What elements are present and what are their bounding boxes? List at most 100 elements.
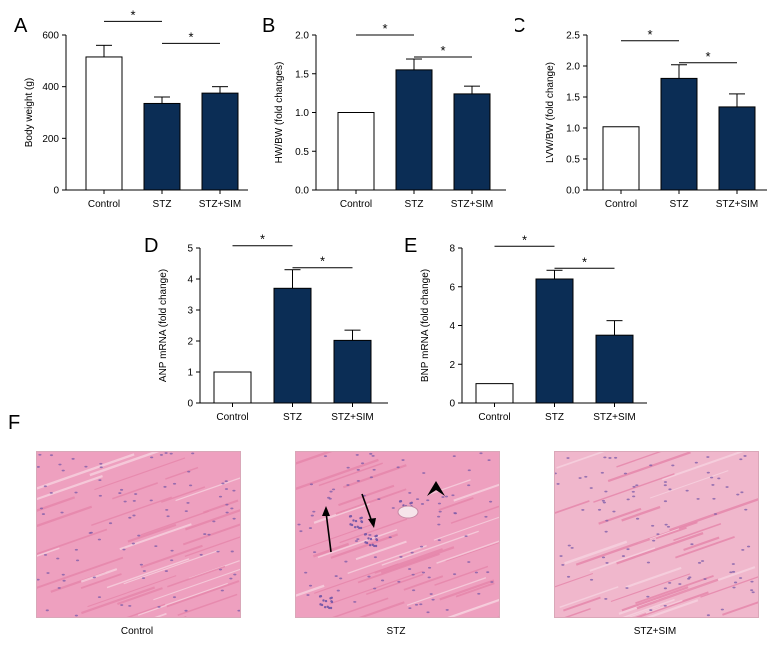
- muscle-fibre: [616, 452, 662, 468]
- muscle-fibre: [589, 547, 656, 572]
- muscle-fibre: [621, 505, 661, 522]
- cell-nucleus: [122, 548, 126, 551]
- inflammatory-cells: [323, 605, 327, 609]
- cell-nucleus: [297, 523, 301, 526]
- muscle-fibre: [365, 573, 424, 596]
- muscle-fibre: [722, 601, 758, 616]
- cell-nucleus: [120, 604, 124, 606]
- muscle-fibre: [37, 556, 124, 589]
- x-tick-label: Control: [340, 199, 372, 210]
- cell-nucleus: [414, 603, 419, 606]
- cell-nucleus: [88, 532, 92, 534]
- cell-nucleus: [199, 553, 203, 556]
- inflammatory-cells: [369, 537, 373, 541]
- cell-nucleus: [626, 548, 630, 551]
- muscle-fibre: [427, 479, 471, 496]
- cell-nucleus: [98, 494, 102, 497]
- cell-nucleus: [184, 510, 188, 513]
- cell-nucleus: [411, 589, 416, 592]
- muscle-fibre: [381, 530, 479, 566]
- inflammatory-cells: [364, 533, 368, 536]
- cell-nucleus: [410, 551, 414, 554]
- cell-nucleus: [415, 498, 420, 501]
- muscle-fibre: [636, 578, 719, 610]
- y-axis-label: BNP mRNA (fold change): [420, 269, 431, 382]
- muscle-fibre: [649, 470, 729, 499]
- cell-nucleus: [717, 477, 721, 480]
- inflammatory-cells: [349, 523, 352, 526]
- vessel-lumen: [397, 505, 419, 519]
- y-tick-label: 0.5: [295, 147, 309, 158]
- cell-nucleus: [221, 482, 225, 485]
- cell-nucleus: [555, 472, 557, 475]
- cell-nucleus: [218, 495, 223, 498]
- cell-nucleus: [678, 583, 682, 585]
- muscle-fibre: [184, 536, 240, 557]
- cell-nucleus: [437, 523, 441, 526]
- cell-nucleus: [736, 493, 740, 496]
- inflammatory-cells: [326, 605, 329, 608]
- cell-nucleus: [369, 476, 374, 479]
- cell-nucleus: [150, 456, 154, 459]
- cell-nucleus: [453, 512, 457, 514]
- cell-nucleus: [578, 477, 582, 479]
- cell-nucleus: [164, 570, 168, 572]
- muscle-fibre: [610, 573, 691, 603]
- cell-nucleus: [612, 510, 616, 513]
- cell-nucleus: [46, 572, 50, 574]
- bar-1: [213, 371, 252, 404]
- inflammatory-cells: [399, 500, 403, 503]
- cell-nucleus: [49, 491, 53, 494]
- inflammatory-cells: [353, 525, 357, 529]
- inflammatory-cells: [352, 519, 355, 522]
- muscle-fibre: [564, 607, 591, 617]
- muscle-fibre: [87, 575, 177, 608]
- inflammatory-cells: [349, 515, 353, 518]
- cell-nucleus: [396, 466, 400, 469]
- bar-2: [535, 278, 574, 404]
- muscle-fibre: [140, 544, 203, 569]
- significance-star: *: [440, 43, 445, 58]
- y-tick-label: 200: [42, 134, 59, 145]
- cell-nucleus: [649, 464, 653, 467]
- cell-nucleus: [98, 479, 102, 482]
- cell-nucleus: [663, 604, 667, 607]
- muscle-fibre: [329, 570, 424, 605]
- cell-nucleus: [663, 484, 667, 487]
- inflammatory-cells: [359, 526, 363, 530]
- cell-nucleus: [635, 517, 640, 520]
- cell-nucleus: [441, 496, 445, 498]
- bar-2: [395, 69, 433, 191]
- inflammatory-cells: [319, 603, 322, 606]
- histology-image-stz: [295, 451, 500, 618]
- cell-nucleus: [323, 455, 328, 458]
- cell-nucleus: [741, 548, 745, 551]
- cell-nucleus: [743, 455, 747, 457]
- bar-3: [201, 92, 239, 191]
- cell-nucleus: [467, 469, 471, 472]
- cell-nucleus: [327, 496, 331, 499]
- muscle-fibre: [91, 496, 172, 526]
- cell-nucleus: [232, 517, 236, 520]
- cell-nucleus: [604, 597, 608, 600]
- cell-nucleus: [635, 484, 639, 487]
- inflammatory-cells: [371, 543, 374, 546]
- cell-nucleus: [671, 464, 675, 467]
- muscle-fibre: [621, 586, 689, 612]
- muscle-fibre: [161, 486, 206, 503]
- muscle-fibre: [314, 563, 399, 594]
- cell-nucleus: [685, 489, 689, 492]
- cell-nucleus: [581, 509, 585, 511]
- cell-nucleus: [184, 609, 188, 612]
- cell-nucleus: [373, 587, 377, 590]
- cell-nucleus: [224, 488, 229, 490]
- bar-1: [85, 56, 123, 191]
- cell-nucleus: [344, 560, 348, 563]
- inflammatory-cells: [360, 520, 363, 523]
- cell-nucleus: [411, 573, 415, 576]
- cell-nucleus: [467, 561, 471, 563]
- muscle-fibre: [177, 593, 238, 616]
- inflammatory-cells: [322, 599, 325, 602]
- muscle-fibre: [559, 586, 619, 608]
- muscle-fibre: [342, 464, 407, 489]
